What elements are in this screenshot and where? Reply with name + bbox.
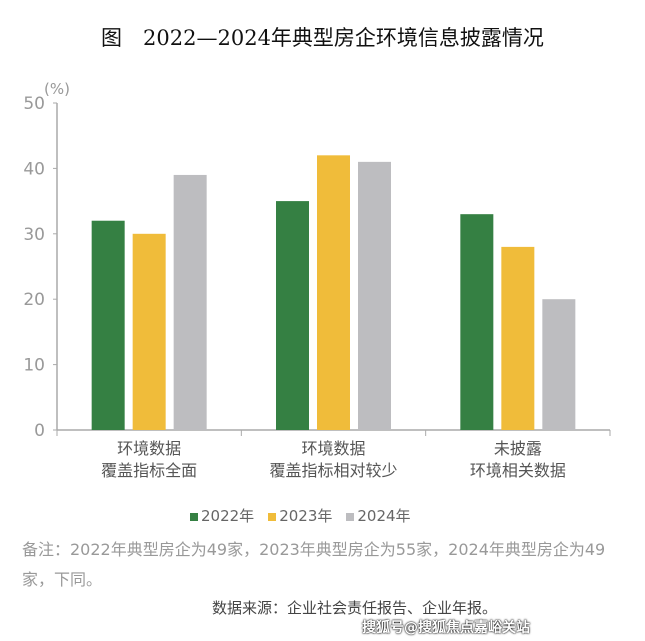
y-tick-label: 0: [34, 421, 45, 441]
bar-2023年-1: [132, 233, 166, 430]
legend-label: 2022年: [201, 507, 255, 525]
bar-chart: (%)01020304050环境数据覆盖指标全面环境数据覆盖指标相对较少未披露环…: [23, 80, 611, 480]
bar-2024年-2: [358, 161, 391, 431]
x-tick-label: 环境数据: [117, 439, 181, 458]
legend-item: 2024年: [346, 505, 411, 526]
bar-2024年-1: [173, 174, 207, 430]
bar-2022年-2: [276, 201, 309, 430]
bar-2023年-3: [501, 246, 535, 430]
bar-2023年-2: [317, 155, 350, 430]
bar-2024年-3: [542, 299, 576, 430]
legend-item: 2023年: [268, 505, 332, 526]
y-tick-label: 10: [23, 356, 45, 376]
legend-label: 2023年: [279, 507, 333, 525]
y-tick-label: 20: [23, 290, 45, 310]
bar-2022年-1: [91, 220, 125, 430]
x-tick-label: 覆盖指标全面: [101, 461, 197, 480]
x-tick-label: 未披露: [494, 439, 542, 458]
legend: 2022年 2023年 2024年: [190, 505, 411, 526]
y-tick-label: 40: [23, 159, 45, 179]
y-axis-label: (%): [44, 80, 70, 98]
data-source: 数据来源：企业社会责任报告、企业年报。: [212, 599, 498, 617]
x-tick-label: 环境数据: [301, 439, 365, 458]
footnote: 备注：2022年典型房企为49家，2023年典型房企为55家，2024年典型房企…: [22, 540, 606, 589]
legend-item: 2022年: [190, 505, 254, 526]
watermark: 搜狐号@搜狐焦点嘉峪关站: [362, 620, 530, 636]
x-tick-label: 覆盖指标相对较少: [269, 461, 397, 480]
bar-2022年-3: [460, 214, 494, 430]
x-tick-label: 环境相关数据: [470, 461, 566, 480]
legend-swatch: [268, 512, 277, 521]
y-tick-label: 50: [23, 94, 45, 114]
y-tick-label: 30: [23, 225, 45, 245]
legend-swatch: [346, 512, 355, 521]
legend-swatch: [190, 512, 198, 521]
chart-title: 图 2022—2024年典型房企环境信息披露情况: [101, 26, 544, 50]
legend-label: 2024年: [357, 507, 411, 525]
